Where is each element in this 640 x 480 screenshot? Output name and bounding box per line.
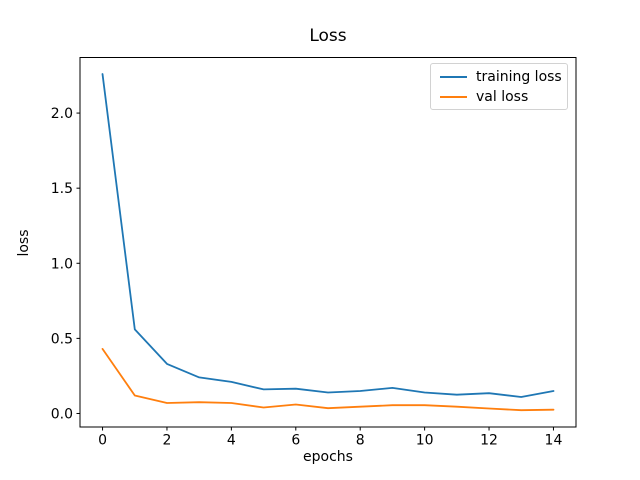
x-tick-label: 6 — [291, 433, 300, 449]
x-tick-label: 12 — [480, 433, 498, 449]
x-tick-label: 4 — [227, 433, 236, 449]
legend-label-val-loss: val loss — [476, 89, 529, 105]
series-line-training-loss — [101, 73, 555, 398]
legend-entry-training-loss: training loss — [440, 67, 562, 87]
x-axis-label: epochs — [303, 449, 353, 465]
x-tick-label: 0 — [98, 433, 107, 449]
y-axis-label: loss — [16, 229, 32, 257]
y-tick-label: 1.0 — [51, 256, 73, 272]
y-tick-label: 1.5 — [51, 181, 73, 197]
chart-title: Loss — [309, 26, 347, 46]
legend-line-sample-training-loss — [440, 76, 467, 78]
y-tick-label: 0.0 — [51, 406, 73, 422]
y-tick-label: 0.5 — [51, 331, 73, 347]
legend: training loss val loss — [430, 63, 568, 110]
x-tick-label: 2 — [163, 433, 172, 449]
series-line-val-loss — [101, 347, 555, 412]
x-tick-label: 14 — [545, 433, 563, 449]
y-tick-label: 2.0 — [51, 106, 73, 122]
axes-spines — [79, 57, 577, 428]
x-tick-label: 8 — [356, 433, 365, 449]
legend-line-sample-val-loss — [440, 96, 467, 98]
legend-entry-val-loss: val loss — [440, 87, 559, 107]
legend-label-training-loss: training loss — [476, 69, 562, 85]
x-tick-label: 10 — [416, 433, 434, 449]
